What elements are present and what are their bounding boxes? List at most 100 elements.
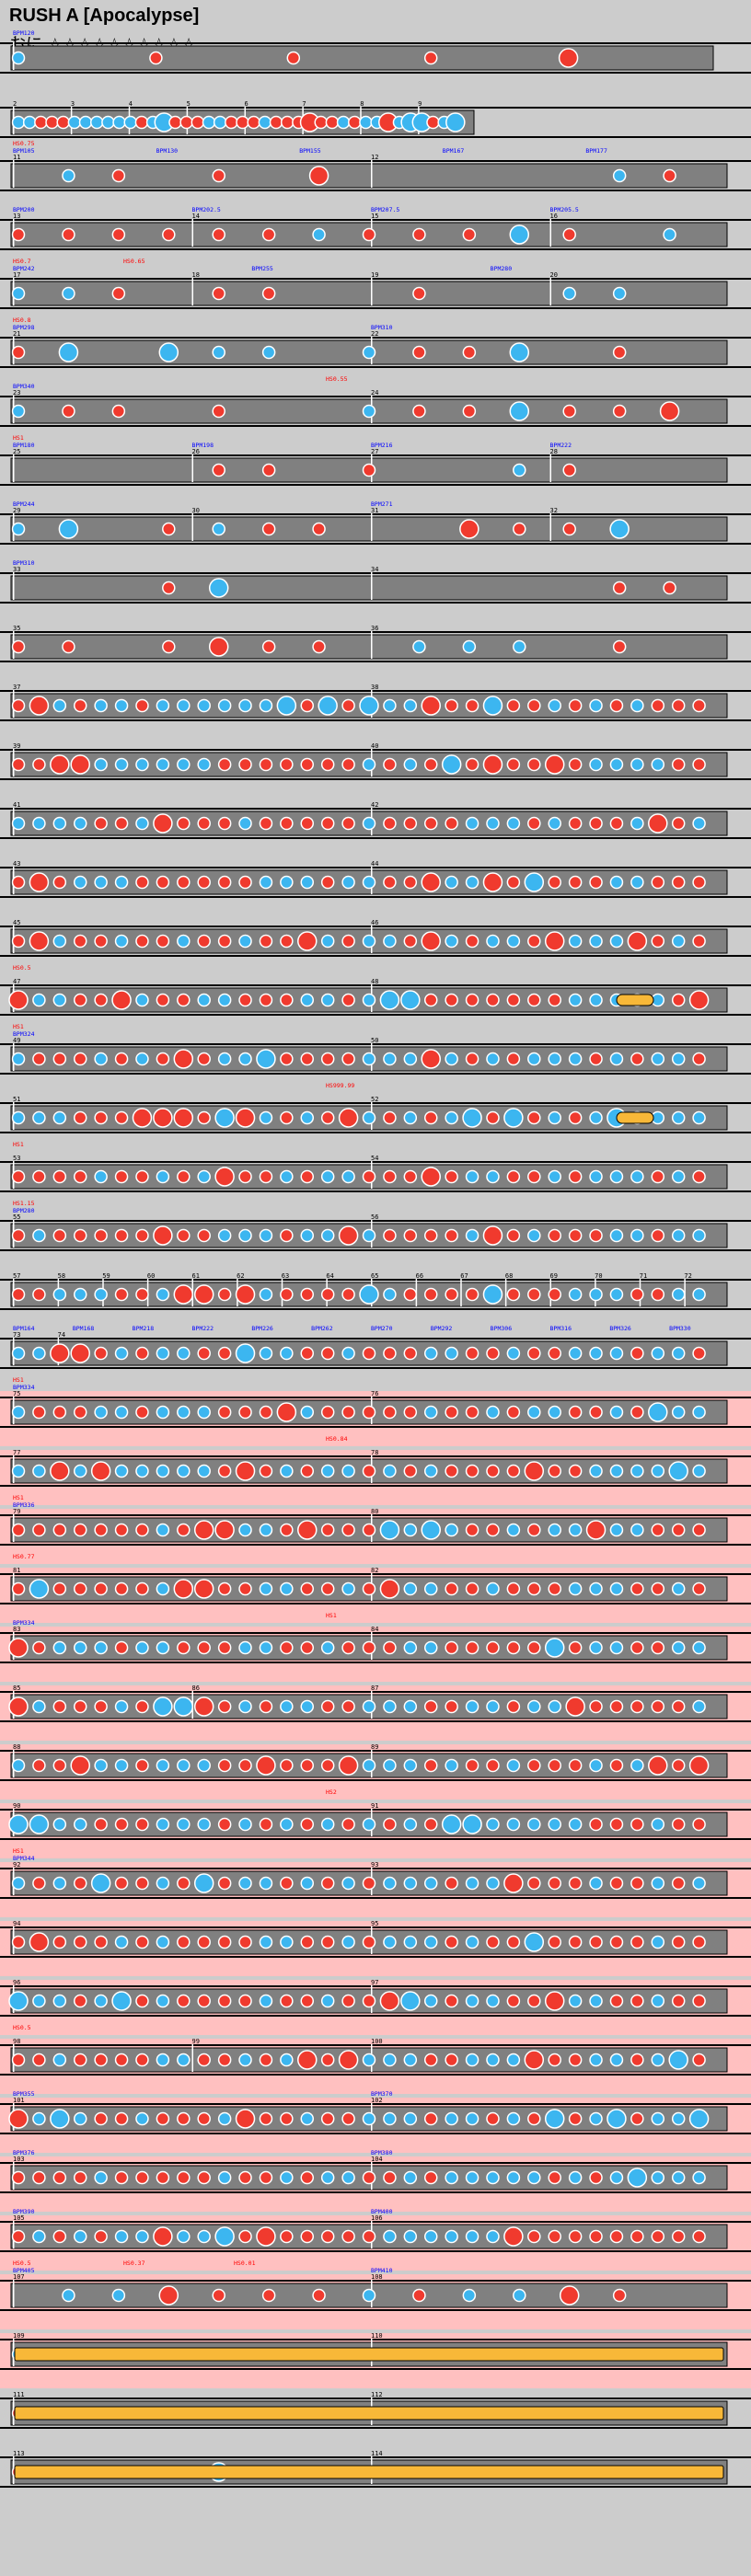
don-note xyxy=(320,757,335,772)
ka-note xyxy=(52,2053,67,2067)
measure-number: 98 xyxy=(13,2038,20,2045)
measure-number: 41 xyxy=(13,801,20,809)
don-note xyxy=(609,1876,624,1891)
don-note xyxy=(212,168,225,183)
bpm-label: BPM355 xyxy=(13,2090,35,2098)
ka-note xyxy=(259,1876,273,1891)
row-top-line xyxy=(0,454,751,456)
measure-number: 46 xyxy=(371,919,378,926)
ka-note xyxy=(568,1817,583,1832)
don-note xyxy=(412,286,426,301)
don-note xyxy=(238,1994,252,2008)
don-note xyxy=(527,934,541,949)
ka-note xyxy=(609,1523,624,1537)
ka-note xyxy=(280,1817,294,1832)
ka-note xyxy=(11,1346,26,1361)
ka-note xyxy=(320,1169,335,1184)
don-note xyxy=(297,2050,318,2070)
ka-note xyxy=(156,1346,170,1361)
ka-note xyxy=(94,875,108,890)
ka-note xyxy=(651,2053,665,2067)
don-note xyxy=(214,1520,235,1540)
row-top-line xyxy=(0,396,751,397)
ka-note xyxy=(486,2053,500,2067)
don-note xyxy=(692,2053,706,2067)
score-row: 45 46 xyxy=(0,919,751,957)
ka-note xyxy=(52,1876,67,1891)
don-note xyxy=(73,1228,87,1243)
note-lane xyxy=(10,45,714,71)
don-note xyxy=(548,2170,561,2185)
ka-note xyxy=(548,1699,561,1714)
measure-line xyxy=(191,219,193,247)
don-note xyxy=(383,816,397,831)
ka-note xyxy=(94,1287,108,1302)
don-note xyxy=(506,1699,521,1714)
ka-note xyxy=(462,1108,482,1128)
score-row: 88 89 xyxy=(0,1743,751,1800)
ka-note xyxy=(58,342,79,362)
ka-note xyxy=(341,1935,355,1949)
don-note xyxy=(162,581,176,595)
ka-note xyxy=(589,698,603,713)
ka-note xyxy=(238,1876,252,1891)
don-note xyxy=(52,1169,67,1184)
don-note xyxy=(191,115,205,130)
ka-note xyxy=(197,757,211,772)
ka-note xyxy=(627,2168,648,2188)
ka-note xyxy=(692,816,706,831)
ka-note xyxy=(238,2053,252,2067)
don-note xyxy=(609,816,624,831)
ka-note xyxy=(197,1405,211,1420)
don-note xyxy=(527,698,541,713)
don-note xyxy=(314,115,328,130)
don-note xyxy=(73,1699,87,1714)
measure-number: 100 xyxy=(371,2038,383,2045)
ka-note xyxy=(544,1638,565,1658)
don-note xyxy=(486,1464,500,1478)
measure-number: 8 xyxy=(360,100,364,108)
drumroll-bar xyxy=(616,994,654,1006)
ka-note xyxy=(486,934,500,949)
don-note xyxy=(280,993,294,1007)
measure-number: 45 xyxy=(13,919,20,926)
don-note xyxy=(52,1581,67,1596)
ka-note xyxy=(486,1169,500,1184)
don-note xyxy=(212,2288,225,2303)
ka-note xyxy=(630,757,644,772)
ka-note xyxy=(135,816,149,831)
ka-note xyxy=(52,1287,67,1302)
row-top-line xyxy=(0,1161,751,1163)
ka-note xyxy=(609,519,630,539)
measure-number: 92 xyxy=(13,1861,20,1869)
don-note xyxy=(45,115,59,130)
measure-number: 107 xyxy=(13,2273,25,2281)
ka-note xyxy=(486,816,500,831)
ka-note xyxy=(114,1346,129,1361)
ka-note xyxy=(341,2170,355,2185)
measure-number: 72 xyxy=(684,1272,691,1280)
don-note xyxy=(300,816,315,831)
ka-note xyxy=(11,115,26,130)
ka-note xyxy=(609,1640,624,1655)
don-note xyxy=(562,463,576,477)
ka-note xyxy=(513,639,526,654)
don-note xyxy=(445,1994,458,2008)
ka-note xyxy=(341,1876,355,1891)
ka-note xyxy=(630,1523,644,1537)
row-bottom-line xyxy=(0,307,751,309)
ka-note xyxy=(256,1049,276,1069)
ka-note xyxy=(193,1873,214,1893)
don-note xyxy=(197,1228,211,1243)
measure-number: 62 xyxy=(237,1272,244,1280)
don-note xyxy=(423,1699,438,1714)
don-note xyxy=(506,1994,521,2008)
don-note xyxy=(300,1287,315,1302)
measure-number: 38 xyxy=(371,684,378,691)
don-note xyxy=(341,1287,355,1302)
don-note xyxy=(589,1052,603,1066)
measure-number: 26 xyxy=(192,448,200,455)
don-note xyxy=(217,1405,232,1420)
ka-note xyxy=(320,934,335,949)
don-note xyxy=(280,1287,294,1302)
